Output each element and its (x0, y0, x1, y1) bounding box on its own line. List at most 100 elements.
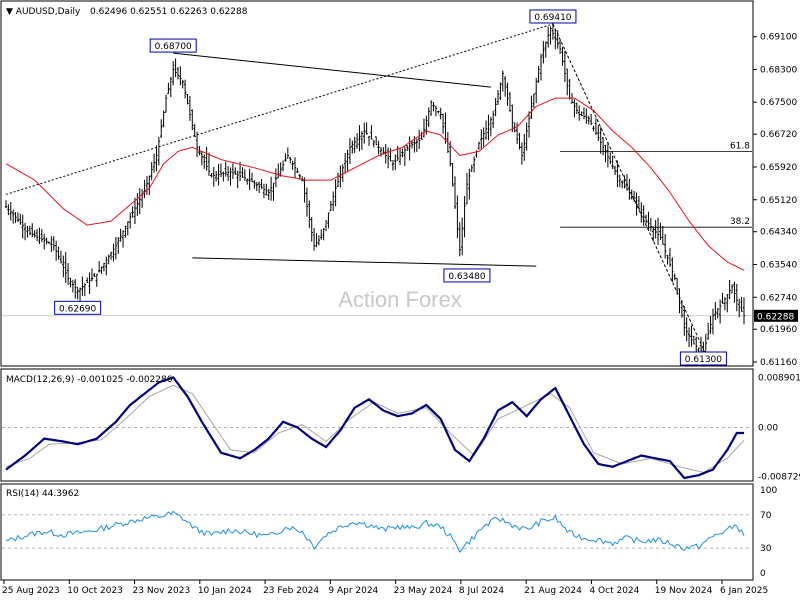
price-bar (585, 108, 588, 124)
price-bar (716, 308, 719, 319)
price-bar (472, 156, 476, 173)
price-bar (599, 127, 602, 154)
price-bar (398, 147, 402, 165)
price-bar (384, 144, 387, 164)
price-bar (332, 191, 335, 212)
price-annotation-box (443, 268, 491, 283)
price-bar (410, 140, 414, 149)
price-bar (625, 173, 629, 191)
price-bar (422, 118, 426, 138)
price-bar (420, 131, 423, 140)
rsi-panel: 100 70 30 0 (2, 486, 777, 579)
price-bar (487, 114, 490, 141)
price-annotation: 0.62690 (54, 300, 102, 315)
price-bar (742, 297, 746, 325)
price-bar (427, 107, 430, 128)
price-bar (286, 147, 290, 159)
price-annotation-box (54, 300, 102, 315)
current-price-tag: 0.62288 (754, 309, 798, 322)
price-bar (597, 124, 600, 141)
price-bar (575, 102, 579, 115)
price-bar (417, 129, 421, 150)
price-bar (738, 298, 741, 318)
price-bar (183, 79, 187, 99)
price-bar (711, 308, 715, 335)
price-bar (671, 257, 674, 283)
price-bar (606, 141, 610, 168)
price-bar (38, 227, 41, 245)
price-bar (59, 250, 63, 264)
price-bar (386, 147, 390, 169)
time-tick-label: 4 Oct 2024 (589, 586, 639, 596)
fib-level-label: 61.8 (730, 141, 750, 151)
price-bar (494, 97, 497, 117)
price-bar (663, 234, 667, 259)
price-bar (219, 163, 223, 178)
price-bar (508, 91, 512, 113)
price-bar (501, 70, 504, 92)
price-bar (692, 335, 696, 345)
price-bar (616, 160, 619, 188)
rsi-tick-label: 70 (760, 511, 772, 521)
fall-trendline (552, 23, 707, 355)
price-bar (236, 170, 239, 189)
price-bar (279, 162, 282, 177)
price-bar (171, 60, 175, 86)
price-bar (145, 176, 149, 195)
price-annotation: 0.63480 (443, 268, 491, 283)
price-bar (429, 100, 433, 116)
price-bar (546, 26, 550, 48)
price-bar (105, 256, 108, 276)
ohlc-values: 0.62496 0.62551 0.62263 0.62288 (90, 7, 248, 17)
price-bar (4, 200, 8, 209)
price-bar (728, 279, 731, 300)
price-bar (107, 254, 110, 265)
price-bar (50, 236, 53, 252)
price-bar (406, 144, 409, 151)
price-bar (372, 139, 376, 148)
price-bar (649, 217, 653, 232)
price-bar (740, 296, 743, 312)
price-bar (164, 94, 168, 113)
macd-tick-label: 0.008901 (758, 373, 800, 383)
time-tick-label: 23 May 2024 (394, 586, 453, 596)
price-bar (687, 327, 691, 348)
time-tick-label: 21 Aug 2024 (524, 586, 582, 596)
rsi-panel-border (0, 483, 754, 581)
price-bar (95, 273, 98, 287)
price-bar (439, 107, 442, 120)
price-bar (40, 228, 44, 243)
price-bar (451, 163, 454, 187)
price-tick-label: 0.63540 (760, 260, 797, 270)
price-bar (690, 325, 693, 347)
price-bar (195, 131, 199, 158)
price-bar (200, 151, 204, 166)
price-bar (666, 254, 669, 265)
price-bar (14, 212, 17, 224)
price-bar (246, 178, 249, 185)
price-bar (647, 211, 650, 231)
price-bar (580, 111, 583, 117)
long-trendline (5, 23, 554, 195)
price-bar (394, 154, 397, 170)
price-bar (329, 200, 333, 212)
price-bar (47, 241, 51, 244)
price-bar (90, 268, 94, 282)
price-bar (312, 227, 316, 251)
price-bar (618, 174, 622, 188)
time-tick-label: 19 Nov 2024 (655, 586, 713, 596)
price-bar (114, 236, 118, 260)
price-bar (573, 99, 576, 118)
price-bar (320, 229, 323, 240)
price-bar (706, 322, 710, 340)
price-bar (7, 204, 10, 216)
price-bar (635, 192, 638, 216)
price-bar (119, 228, 122, 242)
price-bar (262, 183, 266, 199)
price-bar (128, 212, 132, 229)
price-tick-label: 0.64340 (760, 228, 797, 238)
rsi-tick-label: 100 (760, 486, 777, 496)
price-bar (544, 41, 547, 58)
price-bar (176, 67, 180, 80)
price-bar (685, 317, 688, 342)
